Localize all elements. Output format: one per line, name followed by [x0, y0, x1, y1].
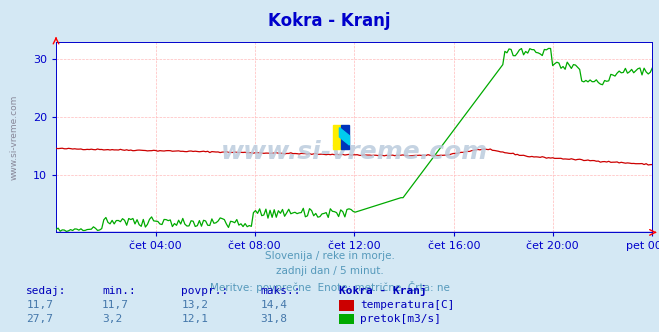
Text: 12,1: 12,1	[181, 314, 208, 324]
Text: 31,8: 31,8	[260, 314, 287, 324]
Text: min.:: min.:	[102, 286, 136, 296]
Text: 3,2: 3,2	[102, 314, 123, 324]
Text: www.si-vreme.com: www.si-vreme.com	[221, 140, 488, 164]
Bar	[341, 125, 349, 148]
Text: Kokra - Kranj: Kokra - Kranj	[339, 285, 427, 296]
Text: sedaj:: sedaj:	[26, 286, 67, 296]
Text: Slovenija / reke in morje.: Slovenija / reke in morje.	[264, 251, 395, 261]
Bar	[333, 125, 341, 148]
Text: Kokra - Kranj: Kokra - Kranj	[268, 12, 391, 30]
Text: 14,4: 14,4	[260, 300, 287, 310]
Text: 13,2: 13,2	[181, 300, 208, 310]
Text: zadnji dan / 5 minut.: zadnji dan / 5 minut.	[275, 266, 384, 276]
Text: www.si-vreme.com: www.si-vreme.com	[10, 94, 18, 180]
Text: maks.:: maks.:	[260, 286, 301, 296]
Text: temperatura[C]: temperatura[C]	[360, 300, 455, 310]
Text: 27,7: 27,7	[26, 314, 53, 324]
Text: 11,7: 11,7	[26, 300, 53, 310]
Polygon shape	[339, 128, 349, 145]
Text: Meritve: povprečne  Enote: metrične  Črta: ne: Meritve: povprečne Enote: metrične Črta:…	[210, 281, 449, 292]
Text: pretok[m3/s]: pretok[m3/s]	[360, 314, 442, 324]
Text: 11,7: 11,7	[102, 300, 129, 310]
Text: povpr.:: povpr.:	[181, 286, 229, 296]
